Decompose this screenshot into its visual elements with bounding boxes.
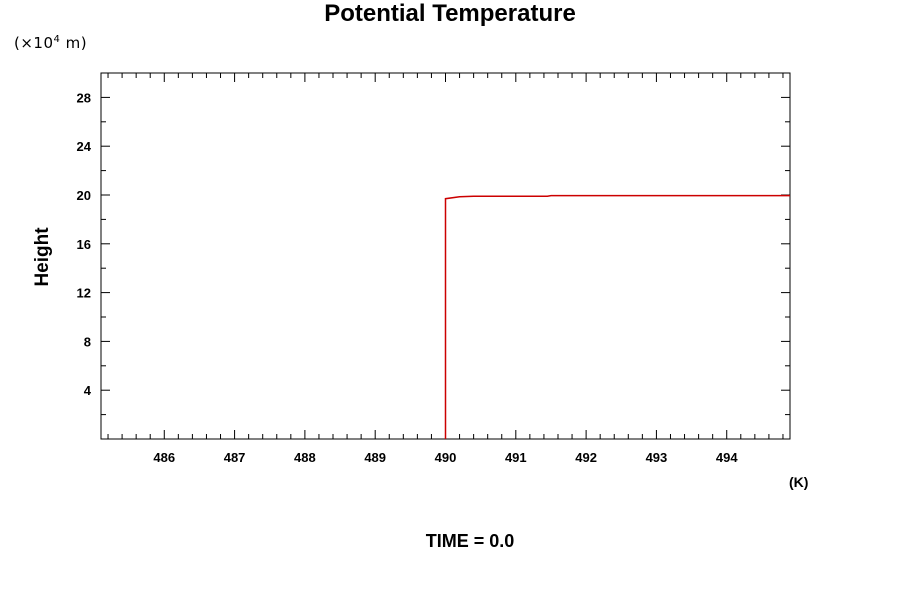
x-tick-label: 494 (716, 450, 738, 465)
x-tick-label: 488 (294, 450, 316, 465)
x-axis-unit: (K) (789, 474, 809, 490)
y-tick-label: 20 (77, 188, 91, 203)
series-line (444, 194, 790, 439)
x-tick-label: 486 (153, 450, 175, 465)
y-tick-label: 28 (77, 90, 91, 105)
x-tick-label: 487 (224, 450, 246, 465)
y-tick-label: 24 (77, 139, 92, 154)
chart-title: Potential Temperature (324, 0, 576, 27)
y-tick-label: 16 (77, 237, 91, 252)
x-tick-label: 489 (364, 450, 386, 465)
y-tick-label: 4 (84, 383, 92, 398)
x-tick-label: 493 (646, 450, 668, 465)
time-label: TIME = 0.0 (425, 531, 515, 551)
y-tick-label: 12 (77, 286, 91, 301)
x-tick-label: 492 (575, 450, 597, 465)
x-tick-label: 491 (505, 450, 527, 465)
y-axis-unit: (×104 m) (14, 34, 88, 52)
y-tick-label: 8 (84, 334, 91, 349)
x-tick-label: 490 (435, 450, 457, 465)
